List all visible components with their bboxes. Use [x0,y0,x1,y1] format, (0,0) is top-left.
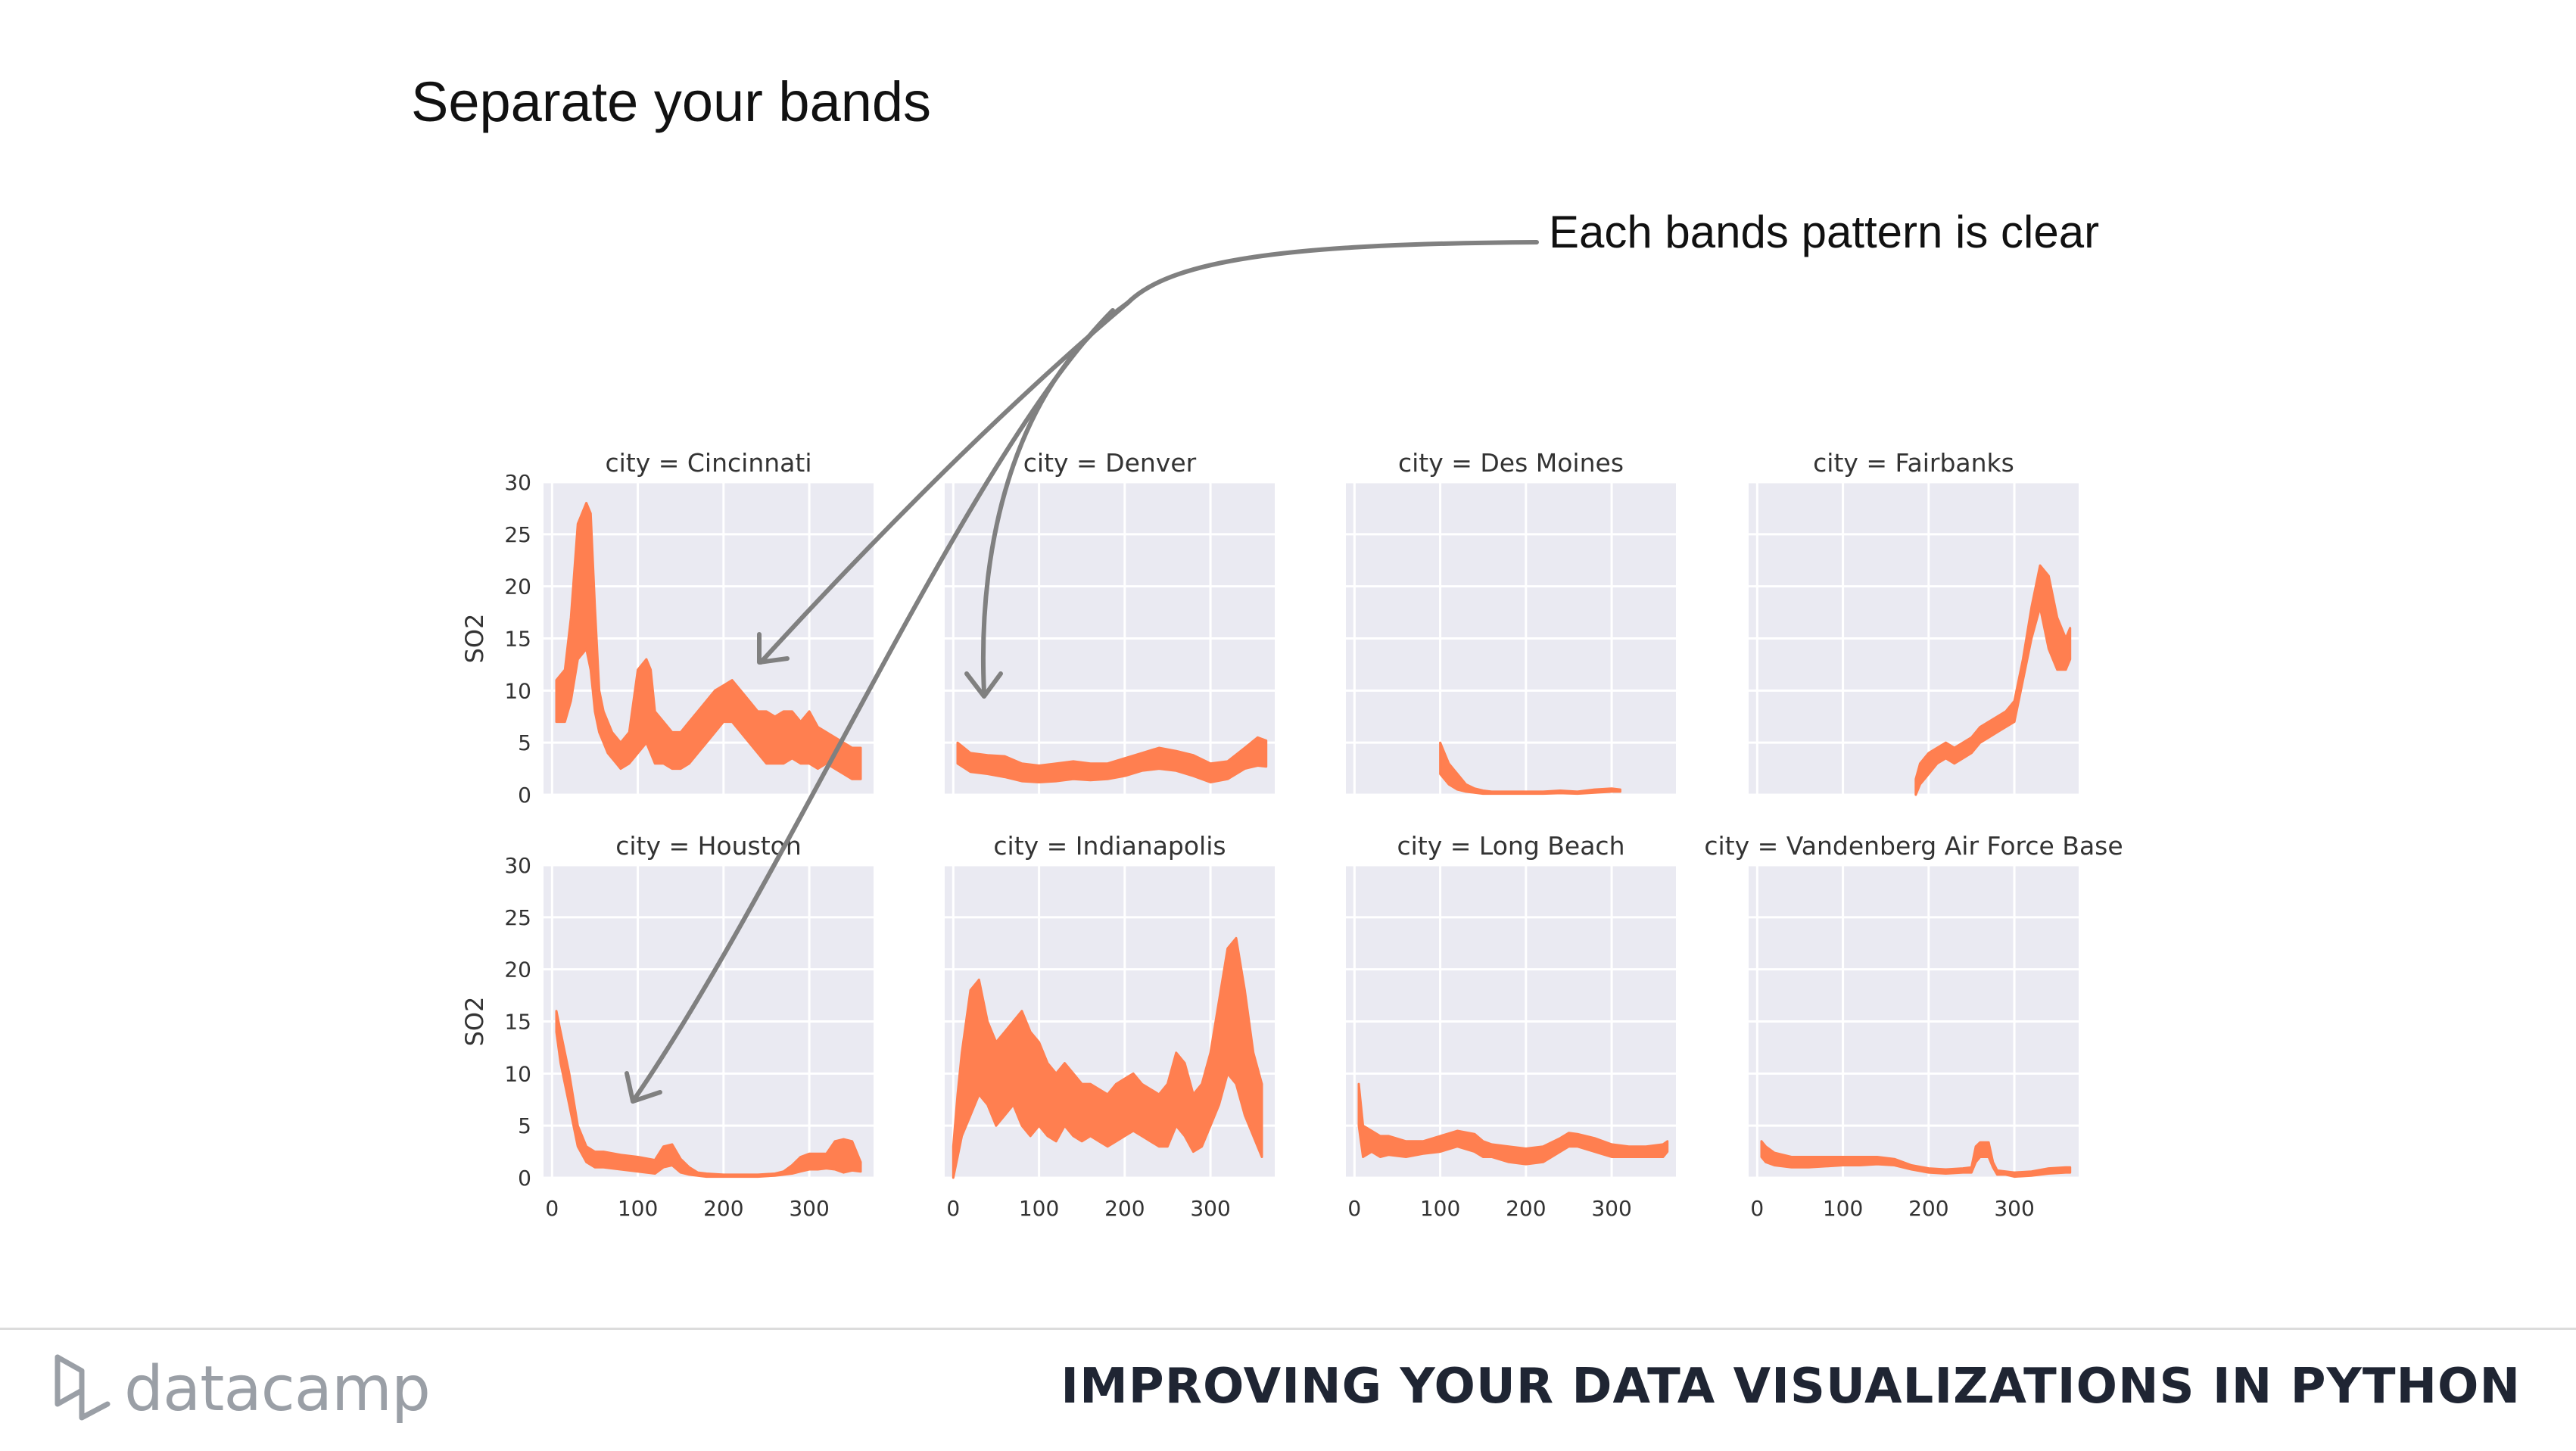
facet-panel: city = Des Moines [1346,448,1676,796]
x-tick-label: 200 [703,1196,743,1221]
x-tick-label: 0 [946,1196,960,1221]
facet-figure: city = Cincinnati 0 5 10 15 20 25 30 SO2 city = D… [460,240,2123,1221]
datacamp-logo: datacamp [51,1347,431,1431]
x-tick-label: 0 [1347,1196,1361,1221]
x-tick-label: 200 [1104,1196,1145,1221]
arrowhead-denver [964,671,1003,699]
datacamp-mark-icon [55,1354,111,1421]
y-tick-label: 15 [504,627,531,652]
so2-band [555,502,862,780]
x-tick-label: 100 [618,1196,658,1221]
x-tick-label: 100 [1019,1196,1059,1221]
y-tick-label: 0 [518,783,531,808]
so2-band [1760,1140,2072,1179]
facet-panel: city = Denver [945,448,1275,796]
so2-band [952,936,1263,1179]
x-tick-label: 300 [1190,1196,1230,1221]
panel-title: city = Indianapolis [993,831,1226,861]
x-tick-label: 0 [545,1196,559,1221]
x-tick-label: 0 [1750,1196,1764,1221]
y-tick-label: 0 [518,1166,531,1191]
y-axis-label: SO2 [460,997,489,1047]
facet-panel: city = Cincinnati 0 5 10 15 20 25 30 SO2 [460,448,874,808]
so2-band [555,1010,862,1179]
x-tick-label: 300 [1591,1196,1631,1221]
x-tick-label: 300 [1994,1196,2034,1221]
callout-arrows [625,240,1539,1104]
facet-panel: city = Long Beach 0 100 200 300 [1346,831,1676,1221]
x-tick-label: 200 [1506,1196,1546,1221]
y-tick-label: 10 [504,1061,531,1086]
facet-panel: city = Vandenberg Air Force Base 0 100 200 3… [1704,831,2123,1221]
panel-title: city = Des Moines [1398,448,1624,478]
so2-band [956,736,1268,783]
y-tick-label: 20 [504,957,531,982]
panel-title: city = Houston [615,831,802,861]
panel-title: city = Denver [1023,448,1197,478]
facet-panel: city = Indianapolis 0 100 200 300 [945,831,1275,1221]
y-tick-label: 5 [518,1113,531,1138]
arrowhead-cincinnati [757,632,790,665]
arrowhead-houston [625,1071,662,1104]
x-tick-label: 100 [1823,1196,1863,1221]
facet-panel: city = Houston 0 5 10 15 20 25 30 SO2 0 100 200 300 [460,831,874,1221]
y-tick-label: 15 [504,1010,531,1035]
y-tick-label: 30 [504,853,531,878]
x-tick-label: 200 [1908,1196,1948,1221]
slide-title: Separate your bands [411,70,932,133]
y-tick-label: 30 [504,470,531,495]
y-axis-label: SO2 [460,614,489,664]
footer-divider [0,1328,2576,1330]
y-tick-label: 25 [504,905,531,930]
y-tick-label: 10 [504,678,531,703]
y-tick-label: 20 [504,574,531,599]
facet-panel: city = Fairbanks [1749,448,2079,796]
panel-title: city = Vandenberg Air Force Base [1704,831,2123,861]
callout-arrow-houston [631,308,1115,1104]
x-tick-label: 100 [1420,1196,1460,1221]
x-tick-label: 300 [789,1196,829,1221]
so2-band [1357,1082,1669,1166]
so2-band [1914,564,2072,796]
panel-title: city = Fairbanks [1813,448,2014,478]
y-tick-label: 25 [504,522,531,547]
panel-title: city = Cincinnati [605,448,811,478]
so2-band [1439,741,1621,796]
course-title: IMPROVING YOUR DATA VISUALIZATIONS IN PY… [1061,1359,2521,1415]
panel-title: city = Long Beach [1397,831,1625,861]
callout-text: Each bands pattern is clear [1549,207,2100,257]
brand-name: datacamp [124,1353,431,1425]
y-tick-label: 5 [518,730,531,755]
